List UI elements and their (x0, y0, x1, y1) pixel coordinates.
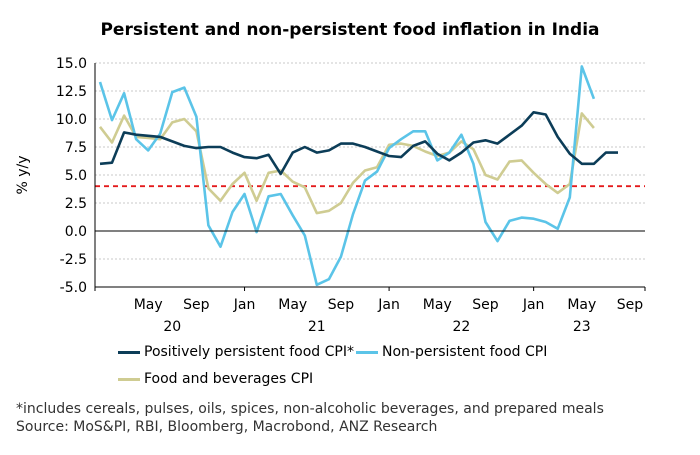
legend-label-nonpersistent: Non-persistent food CPI (382, 344, 548, 360)
x-tick-month: May (134, 297, 163, 313)
y-tick-label: 10.0 (56, 112, 87, 128)
x-tick-month: May (423, 297, 452, 313)
x-tick-month: Sep (472, 297, 499, 313)
x-tick-month: Jan (233, 297, 256, 313)
y-tick-label: 7.5 (65, 140, 87, 156)
x-tick-month: Sep (617, 297, 644, 313)
y-tick-label: 2.5 (65, 196, 87, 212)
series-non-persistent-food-cpi (98, 65, 596, 287)
x-tick-year: 22 (452, 319, 470, 335)
y-tick-label: -2.5 (60, 252, 87, 268)
legend-swatch-nonpersistent (356, 350, 378, 354)
legend-label-food-bev: Food and beverages CPI (144, 371, 314, 387)
legend-row-2: Food and beverages CPI (118, 371, 315, 387)
legend-swatch-persistent (118, 350, 140, 354)
legend-item-persistent: Positively persistent food CPI* (118, 344, 354, 360)
y-tick-label: 12.5 (56, 84, 87, 100)
y-tick-label: 0.0 (65, 224, 87, 240)
y-tick-label: -5.0 (60, 280, 87, 296)
y-tick-label: 5.0 (65, 168, 87, 184)
source-note: Source: MoS&PI, RBI, Bloomberg, Macrobon… (16, 419, 438, 435)
chart-title: Persistent and non-persistent food infla… (100, 20, 600, 40)
x-tick-month: Sep (183, 297, 210, 313)
legend-label-persistent: Positively persistent food CPI* (144, 344, 354, 360)
x-tick-month: May (567, 297, 596, 313)
y-axis-label: % y/y (15, 155, 31, 194)
legend-swatch-food-bev (118, 377, 140, 381)
x-tick-month: Sep (328, 297, 355, 313)
legend: Positively persistent food CPI* Non-pers… (118, 344, 549, 360)
y-tick-label: 15.0 (56, 56, 87, 72)
x-tick-year: 20 (163, 319, 181, 335)
legend-item-nonpersistent: Non-persistent food CPI (356, 344, 547, 360)
x-tick-year: 21 (308, 319, 326, 335)
series-persistent-food-cpi (99, 111, 618, 176)
x-tick-month: Jan (522, 297, 545, 313)
x-tick-month: Jan (377, 297, 400, 313)
footnote: *includes cereals, pulses, oils, spices,… (16, 401, 604, 417)
x-tick-month: May (278, 297, 307, 313)
series-food-beverages-cpi (98, 112, 595, 215)
x-tick-year: 23 (573, 319, 591, 335)
legend-item-food-bev: Food and beverages CPI (118, 371, 313, 387)
